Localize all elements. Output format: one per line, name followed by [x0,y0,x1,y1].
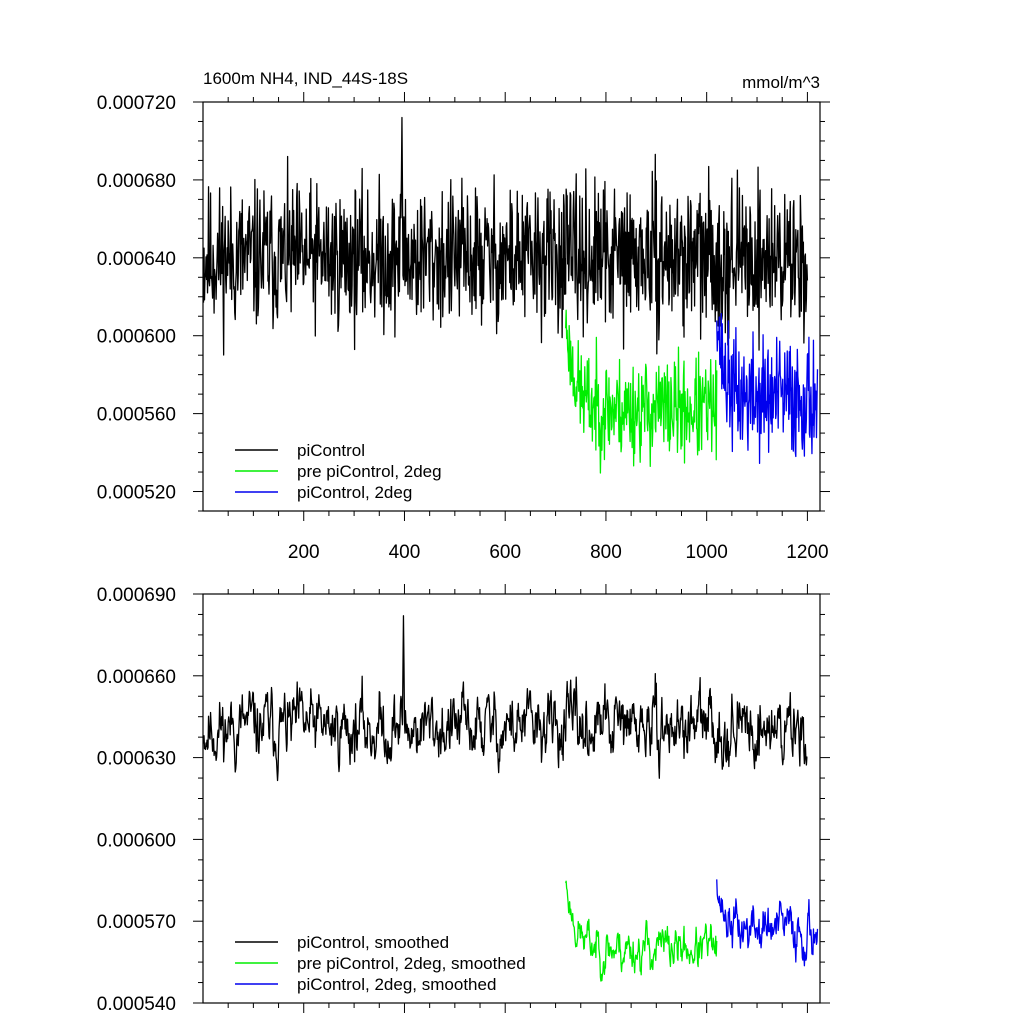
bottom-series-line-2 [716,879,819,967]
top-y-tick-label: 0.000560 [97,405,176,426]
bottom-series-line-1 [565,880,718,982]
top-series-line-2 [716,313,819,464]
top-panel: 1600m NH4, IND_44S-18S mmol/m^3 200 400 60… [97,69,830,563]
bottom-series-line-0 [202,615,808,782]
legend-label-pre-piControl-2deg: pre piControl, 2deg [297,462,442,481]
bottom-panel-ticks: 0.000540 0.000570 0.000600 0.000630 0.000660… [97,584,830,1015]
top-y-tick-label: 0.000520 [97,483,176,504]
top-x-tick-label: 200 [288,542,320,563]
top-panel-units: mmol/m^3 [742,73,820,92]
bottom-y-tick-label: 0.000570 [97,912,176,933]
top-panel-series [202,116,819,474]
top-panel-title: 1600m NH4, IND_44S-18S [203,69,408,88]
top-x-tick-label: 600 [489,542,521,563]
top-panel-ticks: 200 400 600 800 1000 1200 0.000520 0.000560 0.00… [97,92,830,563]
legend-label-piControl: piControl [297,441,365,460]
top-y-tick-label: 0.000720 [97,93,176,114]
top-x-tick-label: 800 [590,542,622,563]
top-panel-legend: piControl pre piControl, 2deg piControl,… [235,441,442,502]
top-x-tick-label: 400 [389,542,421,563]
bottom-y-tick-label: 0.000660 [97,667,176,688]
legend-label-piControl-smoothed: piControl, smoothed [297,933,449,952]
top-y-tick-label: 0.000680 [97,171,176,192]
bottom-y-tick-label: 0.000630 [97,749,176,770]
bottom-panel-legend: piControl, smoothed pre piControl, 2deg,… [235,933,526,994]
top-y-tick-label: 0.000600 [97,327,176,348]
bottom-panel-frame [202,593,821,1004]
top-x-tick-label: 1000 [686,542,728,563]
top-series-line-0 [202,116,809,356]
top-panel-frame [202,101,821,512]
legend-label-pre-piControl-2deg-smoothed: pre piControl, 2deg, smoothed [297,954,526,973]
bottom-y-tick-label: 0.000540 [97,994,176,1015]
bottom-y-tick-label: 0.000690 [97,585,176,606]
top-x-tick-label: 1200 [786,542,828,563]
legend-label-piControl-2deg: piControl, 2deg [297,483,412,502]
legend-label-piControl-2deg-smoothed: piControl, 2deg, smoothed [297,975,496,994]
bottom-y-tick-label: 0.000600 [97,830,176,851]
bottom-panel: 0.000540 0.000570 0.000600 0.000630 0.000660… [97,584,830,1015]
top-y-tick-label: 0.000640 [97,249,176,270]
top-series-line-1 [564,309,718,474]
bottom-panel-series [202,615,819,982]
